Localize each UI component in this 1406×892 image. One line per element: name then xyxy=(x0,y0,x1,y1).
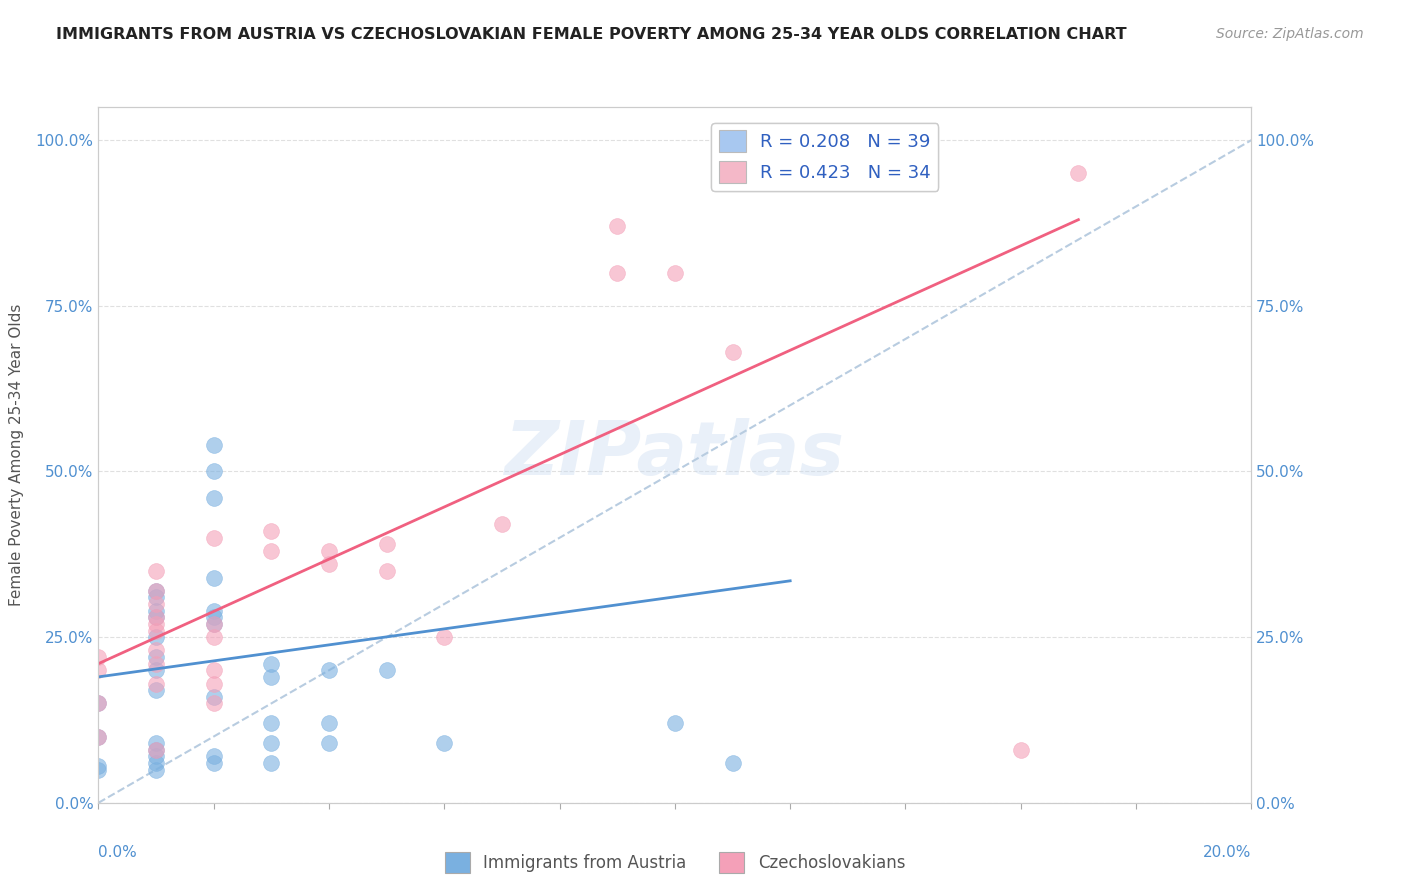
Point xyxy=(318,558,340,572)
Point xyxy=(1010,743,1032,757)
Point xyxy=(664,266,686,280)
Text: ZIPatlas: ZIPatlas xyxy=(505,418,845,491)
Point xyxy=(202,610,225,624)
Point xyxy=(260,670,283,684)
Point xyxy=(433,630,456,644)
Point xyxy=(145,763,167,777)
Point xyxy=(87,759,110,773)
Point xyxy=(145,583,167,598)
Point xyxy=(721,345,744,359)
Point xyxy=(145,657,167,671)
Point xyxy=(433,736,456,750)
Point xyxy=(318,663,340,677)
Point xyxy=(202,491,225,505)
Point xyxy=(318,736,340,750)
Point xyxy=(87,730,110,744)
Point xyxy=(145,736,167,750)
Legend: R = 0.208   N = 39, R = 0.423   N = 34: R = 0.208 N = 39, R = 0.423 N = 34 xyxy=(711,123,938,191)
Text: Source: ZipAtlas.com: Source: ZipAtlas.com xyxy=(1216,27,1364,41)
Point xyxy=(202,756,225,770)
Point xyxy=(375,663,398,677)
Point xyxy=(87,663,110,677)
Point xyxy=(202,604,225,618)
Point xyxy=(87,697,110,711)
Point xyxy=(145,749,167,764)
Point xyxy=(145,604,167,618)
Point xyxy=(260,657,283,671)
Point xyxy=(145,591,167,605)
Point xyxy=(1067,166,1090,180)
Point xyxy=(606,219,628,234)
Point xyxy=(260,736,283,750)
Point xyxy=(202,663,225,677)
Point xyxy=(202,438,225,452)
Point xyxy=(87,763,110,777)
Point xyxy=(145,610,167,624)
Point xyxy=(145,610,167,624)
Point xyxy=(202,749,225,764)
Point xyxy=(145,564,167,578)
Point xyxy=(145,643,167,657)
Point xyxy=(145,663,167,677)
Point xyxy=(145,616,167,631)
Text: 0.0%: 0.0% xyxy=(98,845,138,860)
Point xyxy=(318,544,340,558)
Y-axis label: Female Poverty Among 25-34 Year Olds: Female Poverty Among 25-34 Year Olds xyxy=(10,304,24,606)
Point xyxy=(202,531,225,545)
Point xyxy=(375,537,398,551)
Point xyxy=(202,676,225,690)
Text: IMMIGRANTS FROM AUSTRIA VS CZECHOSLOVAKIAN FEMALE POVERTY AMONG 25-34 YEAR OLDS : IMMIGRANTS FROM AUSTRIA VS CZECHOSLOVAKI… xyxy=(56,27,1126,42)
Point xyxy=(145,624,167,638)
Point xyxy=(87,650,110,665)
Point xyxy=(491,517,513,532)
Point xyxy=(318,716,340,731)
Point xyxy=(260,716,283,731)
Point xyxy=(202,616,225,631)
Point xyxy=(202,616,225,631)
Point xyxy=(202,690,225,704)
Point xyxy=(202,697,225,711)
Point xyxy=(664,716,686,731)
Point xyxy=(202,465,225,479)
Point xyxy=(145,583,167,598)
Point xyxy=(145,597,167,611)
Point xyxy=(145,743,167,757)
Point xyxy=(606,266,628,280)
Point xyxy=(87,697,110,711)
Point xyxy=(260,756,283,770)
Point xyxy=(145,650,167,665)
Text: 20.0%: 20.0% xyxy=(1204,845,1251,860)
Point xyxy=(721,756,744,770)
Point xyxy=(202,630,225,644)
Point xyxy=(375,564,398,578)
Point xyxy=(145,743,167,757)
Legend: Immigrants from Austria, Czechoslovakians: Immigrants from Austria, Czechoslovakian… xyxy=(437,846,912,880)
Point xyxy=(202,570,225,584)
Point xyxy=(145,683,167,698)
Point xyxy=(145,756,167,770)
Point xyxy=(145,676,167,690)
Point xyxy=(260,544,283,558)
Point xyxy=(87,730,110,744)
Point xyxy=(145,630,167,644)
Point xyxy=(260,524,283,538)
